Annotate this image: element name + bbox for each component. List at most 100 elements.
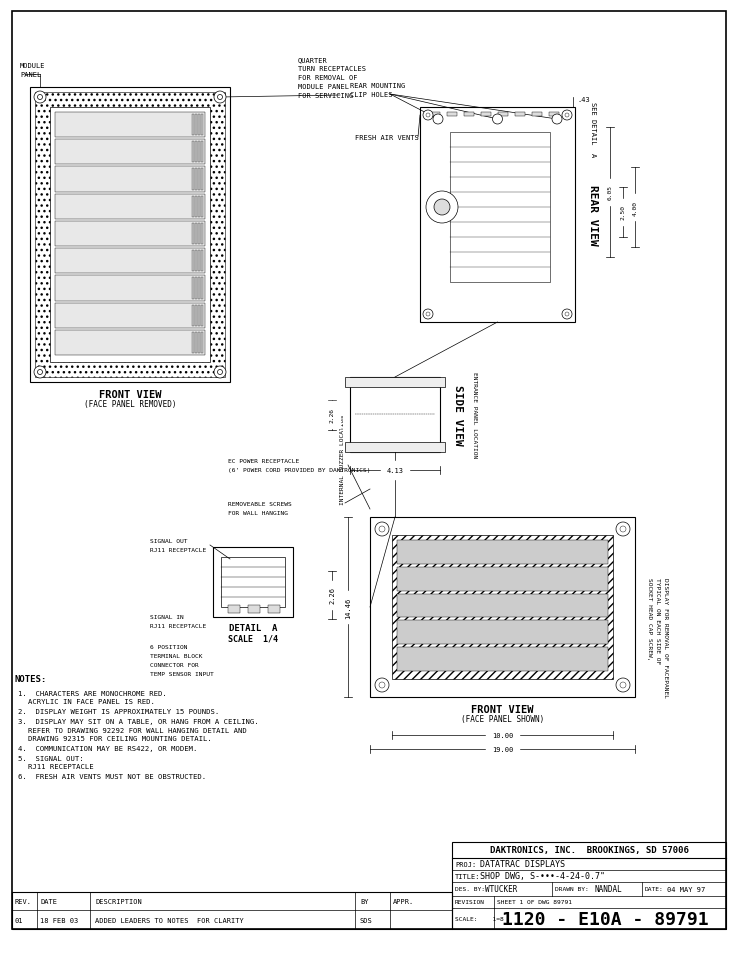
Bar [198, 196, 200, 217]
Text: FOR REMOVAL OF: FOR REMOVAL OF [298, 75, 357, 81]
Text: CLIP HOLES: CLIP HOLES [350, 91, 393, 98]
Bar [195, 196, 197, 217]
Text: BY: BY [360, 898, 368, 904]
Bar [201, 170, 203, 191]
Bar [198, 278, 200, 299]
Circle shape [552, 115, 562, 125]
Bar [532, 112, 542, 117]
Bar [198, 224, 200, 245]
Bar [195, 224, 197, 245]
Text: 1.  CHARACTERS ARE MONOCHROME RED.: 1. CHARACTERS ARE MONOCHROME RED. [18, 690, 167, 697]
Bar [192, 251, 194, 272]
Circle shape [562, 310, 572, 319]
Bar [30, 88, 230, 382]
Text: SCALE:    1=8: SCALE: 1=8 [455, 917, 504, 922]
Text: 6.  FRESH AIR VENTS MUST NOT BE OBSTRUCTED.: 6. FRESH AIR VENTS MUST NOT BE OBSTRUCTE… [18, 773, 206, 780]
Bar [397, 647, 608, 671]
Circle shape [218, 370, 222, 375]
Text: TITLE:: TITLE: [455, 873, 480, 879]
Text: 4.13: 4.13 [387, 468, 404, 474]
Circle shape [218, 95, 222, 100]
Text: NOTES:: NOTES: [14, 675, 46, 684]
Circle shape [616, 679, 630, 692]
Text: 2.  DISPLAY WEIGHT IS APPROXIMATELY 15 POUNDS.: 2. DISPLAY WEIGHT IS APPROXIMATELY 15 PO… [18, 708, 219, 714]
Text: DESCRIPTION: DESCRIPTION [95, 898, 142, 904]
Bar [201, 305, 203, 327]
Bar [392, 536, 613, 679]
Text: TEMP SENSOR INPUT: TEMP SENSOR INPUT [150, 672, 214, 677]
Circle shape [379, 682, 385, 688]
Bar [447, 112, 457, 117]
Text: DATE:: DATE: [645, 886, 663, 892]
Text: 14.46: 14.46 [345, 597, 351, 618]
Text: MODULE: MODULE [20, 63, 46, 69]
Text: MODULE PANEL: MODULE PANEL [298, 84, 349, 90]
Circle shape [34, 367, 46, 378]
Circle shape [620, 526, 626, 533]
Text: FRONT VIEW: FRONT VIEW [472, 704, 534, 714]
Text: INTERNAL BUZZER LOCATION: INTERNAL BUZZER LOCATION [340, 415, 345, 504]
Text: SDS: SDS [360, 917, 373, 923]
Bar [201, 278, 203, 299]
Bar [192, 278, 194, 299]
Circle shape [375, 679, 389, 692]
Circle shape [423, 111, 433, 121]
Text: FRESH AIR VENTS: FRESH AIR VENTS [355, 135, 418, 141]
Bar [515, 112, 525, 117]
Bar [397, 540, 608, 564]
Text: RJ11 RECEPTACLE: RJ11 RECEPTACLE [150, 548, 206, 553]
Bar [397, 594, 608, 618]
Text: .43: .43 [577, 97, 590, 103]
Bar [248, 605, 260, 614]
Text: RJ11 RECEPTACLE: RJ11 RECEPTACLE [28, 763, 94, 769]
Bar [450, 132, 550, 283]
Circle shape [214, 91, 226, 104]
Bar [195, 278, 197, 299]
Text: 10.00: 10.00 [492, 732, 513, 739]
Bar [195, 115, 197, 136]
Text: DETAIL  A: DETAIL A [229, 624, 277, 633]
Text: REMOVEABLE SCREWS: REMOVEABLE SCREWS [228, 502, 292, 507]
Circle shape [492, 115, 503, 125]
Text: (FACE PANEL REMOVED): (FACE PANEL REMOVED) [83, 400, 176, 409]
Text: PROJ:: PROJ: [455, 862, 476, 867]
Circle shape [565, 313, 569, 316]
Text: TYPICAL ON EACH SIDE OF: TYPICAL ON EACH SIDE OF [655, 578, 660, 663]
Text: SIGNAL OUT: SIGNAL OUT [150, 539, 187, 544]
Bar [201, 333, 203, 354]
Circle shape [433, 115, 443, 125]
Bar [498, 112, 508, 117]
Circle shape [38, 95, 43, 100]
Text: DATATRAC DISPLAYS: DATATRAC DISPLAYS [480, 860, 565, 868]
Bar [195, 251, 197, 272]
Bar [198, 115, 200, 136]
Text: 19.00: 19.00 [492, 746, 513, 752]
Bar [55, 194, 205, 219]
Text: 18 FEB 03: 18 FEB 03 [40, 917, 78, 923]
Bar [192, 305, 194, 327]
Bar [198, 305, 200, 327]
Bar [213, 547, 293, 618]
Text: SOCKET HEAD CAP SCREW,: SOCKET HEAD CAP SCREW, [647, 578, 652, 659]
Text: (6' POWER CORD PROVIDED BY DAKTRONICS): (6' POWER CORD PROVIDED BY DAKTRONICS) [228, 468, 370, 473]
Bar [345, 442, 445, 453]
Text: 1120 - E10A - 89791: 1120 - E10A - 89791 [502, 910, 708, 928]
Bar [198, 170, 200, 191]
Bar [397, 567, 608, 591]
Text: 2.26: 2.26 [329, 408, 334, 422]
Bar [12, 892, 452, 929]
Text: SEE DETAIL  A: SEE DETAIL A [590, 102, 596, 157]
Bar [345, 377, 445, 388]
Text: ACRYLIC IN FACE PANEL IS RED.: ACRYLIC IN FACE PANEL IS RED. [28, 699, 155, 704]
Text: DAKTRONICS, INC.  BROOKINGS, SD 57006: DAKTRONICS, INC. BROOKINGS, SD 57006 [489, 845, 689, 855]
Bar [55, 168, 205, 193]
Bar [55, 140, 205, 165]
Bar [55, 276, 205, 301]
Bar [201, 251, 203, 272]
Text: DISPLAY FOR REMOVAL OF FACEPANEL: DISPLAY FOR REMOVAL OF FACEPANEL [663, 578, 668, 698]
Bar [192, 115, 194, 136]
Bar [192, 170, 194, 191]
Circle shape [426, 313, 430, 316]
Bar [268, 605, 280, 614]
Text: ENTRANCE PANEL LOCATION: ENTRANCE PANEL LOCATION [472, 372, 477, 458]
